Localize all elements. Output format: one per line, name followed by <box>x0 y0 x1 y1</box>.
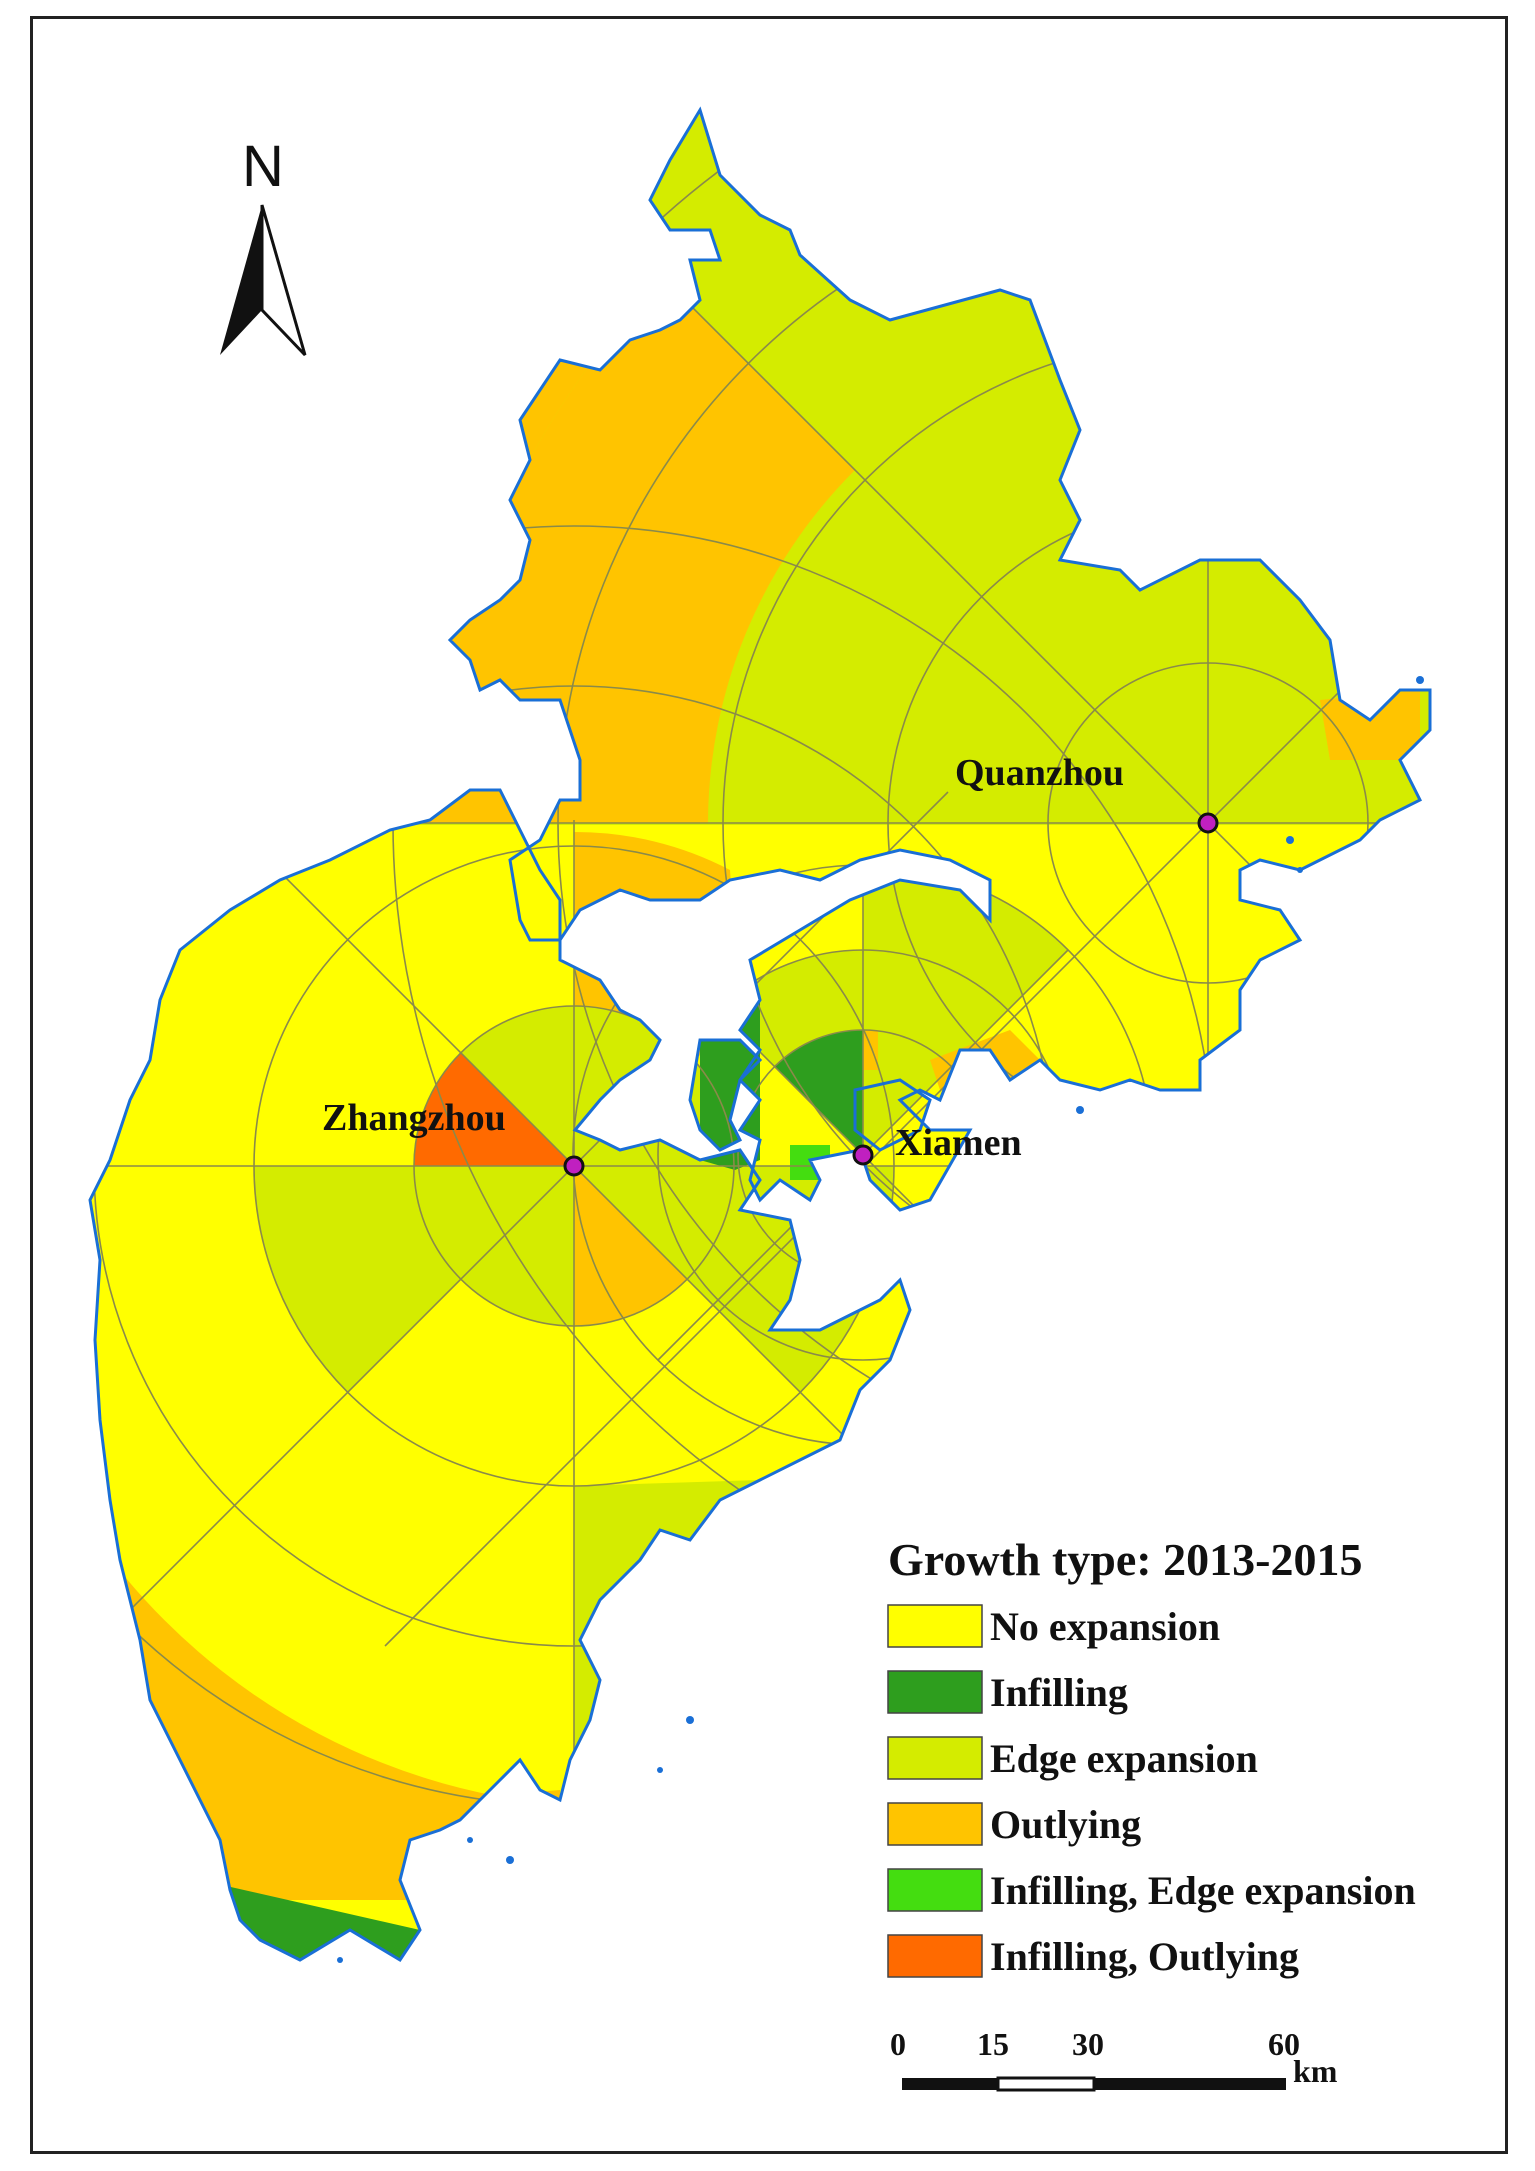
xiamen-label: Xiamen <box>895 1122 1022 1164</box>
sector-xiamen-infilling <box>775 1030 863 1155</box>
island <box>1416 676 1424 684</box>
legend-swatch <box>887 1604 983 1648</box>
islands <box>337 676 1424 1963</box>
island <box>657 1767 663 1773</box>
sector-zhangzhou-south-edge <box>574 1480 760 1900</box>
sector-quanzhou-east-outlying <box>1320 690 1420 760</box>
legend-items: No expansion Infilling Edge expansion Outly… <box>887 1604 1416 1979</box>
quanzhou-marker[interactable] <box>1197 812 1219 834</box>
legend: Growth type: 2013-2015 No expansion Infil… <box>887 1534 1416 1979</box>
island <box>1297 867 1303 873</box>
legend-label: Edge expansion <box>990 1736 1258 1781</box>
island <box>686 1716 694 1724</box>
north-arrow-left-half <box>220 205 262 355</box>
zhangzhou-diag-2 <box>90 791 949 1693</box>
quanzhou-label: Quanzhou <box>955 752 1124 794</box>
zhangzhou-label: Zhangzhou <box>322 1097 506 1139</box>
legend-label: Infilling <box>990 1670 1128 1715</box>
sector-quanzhou-ne <box>1208 110 1430 823</box>
legend-swatch <box>887 1868 983 1912</box>
scale-tick-0: 0 <box>890 2026 906 2062</box>
legend-label: Infilling, Edge expansion <box>990 1868 1416 1913</box>
scale-segment-2 <box>996 2076 1096 2092</box>
scale-bar: 0 15 30 60 km <box>890 2026 1338 2092</box>
north-arrow-letter: N <box>242 134 284 199</box>
scale-tick-30: 30 <box>1072 2026 1104 2062</box>
sector-xiamen-outlying <box>863 1030 878 1070</box>
city-markers <box>563 812 1219 1177</box>
xiamen-marker[interactable] <box>852 1144 874 1166</box>
scale-unit: km <box>1293 2053 1338 2089</box>
legend-title: Growth type: 2013-2015 <box>888 1534 1362 1585</box>
legend-swatch <box>887 1736 983 1780</box>
island <box>467 1837 473 1843</box>
scale-segment-3 <box>1094 2078 1286 2090</box>
sector-zhangzhou-south-infilling-2 <box>460 1930 540 1960</box>
sector-zhangzhou-south-outlying <box>440 1790 560 1930</box>
north-arrow-right-half <box>260 204 307 357</box>
sector-quanzhou-outlying-band <box>438 279 1208 823</box>
sector-xiamen-ne <box>863 865 1068 1155</box>
legend-swatch <box>887 1802 983 1846</box>
sector-zhangzhou-infilling-outlying-2 <box>414 1053 574 1166</box>
sector-zhangzhou-mid-sw <box>254 1166 461 1392</box>
legend-swatch <box>887 1934 983 1978</box>
sector-zhangzhou-inner-se2 <box>574 1166 687 1326</box>
island <box>1076 1106 1084 1114</box>
legend-swatch <box>887 1670 983 1714</box>
legend-label: Infilling, Outlying <box>990 1934 1299 1979</box>
island <box>506 1856 514 1864</box>
legend-label: No expansion <box>990 1604 1220 1649</box>
island <box>337 1957 343 1963</box>
island <box>1286 836 1294 844</box>
legend-label: Outlying <box>990 1802 1141 1847</box>
north-arrow: N <box>220 134 307 357</box>
scale-segment-1 <box>902 2078 998 2090</box>
sector-zhangzhou-inner-se1 <box>574 1166 734 1279</box>
scale-tick-60: 60 <box>1268 2026 1300 2062</box>
zhangzhou-marker[interactable] <box>563 1155 585 1177</box>
scale-tick-15: 15 <box>977 2026 1009 2062</box>
